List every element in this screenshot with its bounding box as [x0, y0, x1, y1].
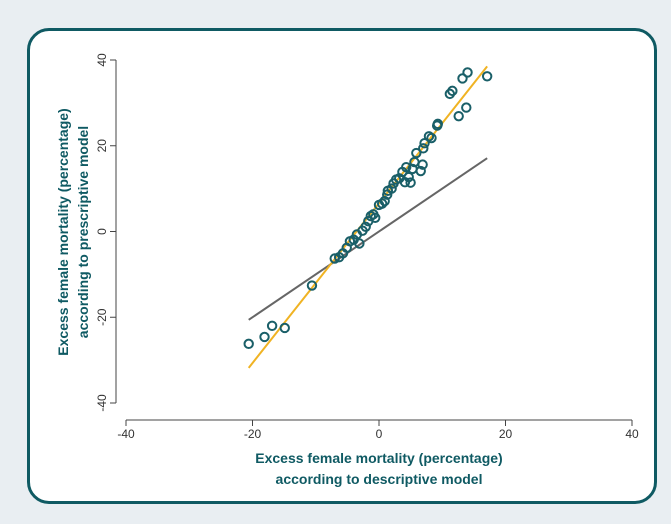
- y-axis-title-line-2: according to prescriptive model: [75, 126, 91, 338]
- data-point: [461, 102, 472, 113]
- y-tick-label: 40: [95, 53, 109, 67]
- data-point: [279, 322, 290, 334]
- data-point: [379, 195, 390, 207]
- x-tick-label: 0: [376, 427, 383, 441]
- data-point: [417, 159, 428, 170]
- data-point: [360, 221, 371, 232]
- data-point: [403, 171, 414, 183]
- data-point: [453, 110, 464, 122]
- chart-frame: [27, 28, 657, 504]
- x-tick-label: 20: [499, 427, 513, 441]
- data-point: [329, 253, 340, 264]
- data-point: [447, 85, 458, 97]
- data-point: [376, 198, 388, 209]
- data-points: [243, 67, 493, 350]
- y-tick-label: -20: [95, 308, 109, 326]
- data-point: [405, 177, 416, 188]
- data-point: [462, 67, 473, 78]
- axes: -40 -20 0 20 40 -40 -20 0 20 40: [95, 53, 639, 441]
- y-tick-label: 0: [95, 228, 109, 235]
- y-tick-label: -40: [95, 394, 109, 412]
- data-point: [411, 147, 422, 159]
- data-point: [481, 71, 493, 82]
- y-axis-title-line-1: Excess female mortality (percentage): [55, 108, 71, 355]
- x-axis-title-line-1: Excess female mortality (percentage): [255, 450, 502, 466]
- data-point: [418, 143, 429, 154]
- data-point: [426, 132, 437, 144]
- fit-line-1: [248, 157, 488, 321]
- data-point: [432, 118, 444, 130]
- data-point: [400, 161, 412, 173]
- data-point: [266, 320, 278, 332]
- x-axis-title-line-2: according to descriptive model: [276, 471, 483, 487]
- data-point: [354, 238, 365, 249]
- x-tick-label: 40: [625, 427, 639, 441]
- data-point: [415, 165, 426, 177]
- data-point: [259, 331, 270, 343]
- data-point: [457, 73, 468, 84]
- x-tick-label: -20: [244, 427, 262, 441]
- y-tick-label: 20: [95, 139, 109, 153]
- data-point: [306, 280, 318, 291]
- x-tick-label: -40: [117, 427, 135, 441]
- data-point: [370, 212, 381, 223]
- data-point: [243, 338, 254, 350]
- data-point: [386, 183, 397, 194]
